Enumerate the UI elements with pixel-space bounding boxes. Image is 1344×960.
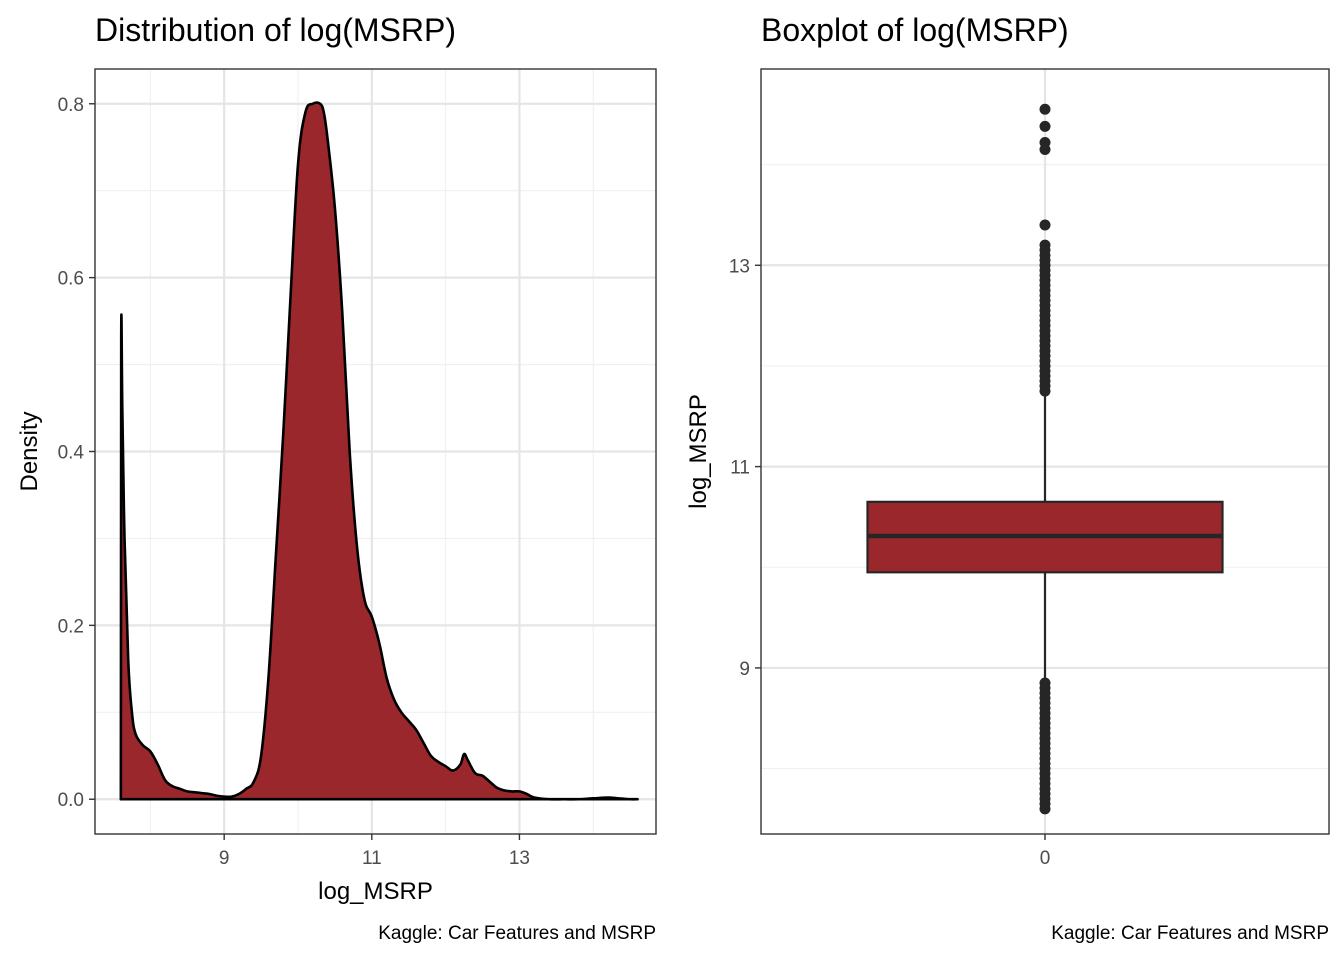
- density-y-axis-label: Density: [16, 411, 43, 491]
- boxplot-ticks: 0 9 11 13: [729, 256, 1050, 869]
- density-area: [120, 102, 638, 800]
- density-panel: Distribution of log(MSRP) 9 11 13 0.0 0.2 0.4…: [16, 12, 657, 944]
- boxplot-panel: Boxplot of log(MSRP) 0 9 11 13 log_MSRP Kag…: [685, 12, 1330, 944]
- density-y-tick-label: 0.0: [58, 790, 84, 811]
- boxplot-y-axis-label: log_MSRP: [685, 394, 712, 509]
- boxplot-outlier-point: [1039, 103, 1051, 115]
- boxplot-outlier-point: [1039, 803, 1051, 815]
- density-x-axis-label: log_MSRP: [318, 878, 433, 905]
- density-title: Distribution of log(MSRP): [95, 12, 456, 48]
- density-caption: Kaggle: Car Features and MSRP: [378, 923, 656, 944]
- boxplot-outlier-point: [1039, 120, 1051, 132]
- boxplot-y-tick-label: 9: [739, 659, 750, 680]
- boxplot-marks: [866, 103, 1224, 815]
- density-x-tick-label: 13: [509, 848, 530, 869]
- boxplot-outlier-point: [1039, 136, 1051, 148]
- boxplot-caption: Kaggle: Car Features and MSRP: [1051, 923, 1329, 944]
- density-y-tick-label: 0.4: [58, 443, 85, 464]
- boxplot-title: Boxplot of log(MSRP): [761, 12, 1069, 48]
- density-y-tick-label: 0.2: [58, 616, 84, 637]
- boxplot-y-tick-label: 11: [730, 458, 750, 479]
- density-line: [119, 101, 639, 801]
- boxplot-outlier-point: [1039, 239, 1051, 251]
- boxplot-x-tick-label: 0: [1040, 848, 1051, 869]
- boxplot-y-tick-label: 13: [729, 256, 750, 277]
- density-x-tick-label: 9: [219, 848, 230, 869]
- density-y-tick-label: 0.8: [58, 95, 84, 116]
- density-x-tick-label: 11: [362, 848, 382, 869]
- density-ticks: 9 11 13 0.0 0.2 0.4 0.6 0.8: [58, 95, 530, 869]
- boxplot-outlier-point: [1039, 219, 1051, 231]
- density-y-tick-label: 0.6: [58, 269, 84, 290]
